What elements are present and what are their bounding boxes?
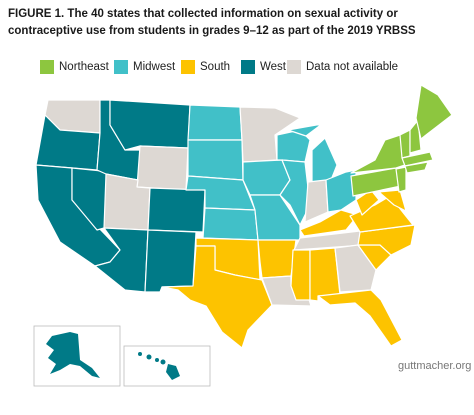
state: [136, 145, 189, 191]
state: [404, 161, 429, 174]
legend-swatch: [114, 60, 128, 74]
us-map: [35, 84, 453, 349]
hawaii: [138, 352, 180, 380]
state: [279, 159, 311, 226]
state: [287, 123, 323, 137]
state: [202, 207, 259, 241]
alaska: [46, 332, 100, 378]
legend-swatch: [241, 60, 255, 74]
title-line: contraceptive use from students in grade…: [8, 25, 416, 37]
legend-swatch: [287, 60, 301, 74]
state: [311, 137, 338, 183]
state: [378, 189, 407, 212]
state: [304, 179, 329, 223]
state: [350, 134, 406, 174]
title-line: FIGURE 1. The 40 states that collected i…: [8, 8, 398, 20]
alaska-frame: [33, 325, 121, 387]
legend-label: West: [260, 61, 287, 73]
state: [399, 129, 411, 159]
state: [147, 187, 206, 233]
legend-swatch: [40, 60, 54, 74]
legend: Northeast Midwest South West Data not av…: [40, 60, 398, 74]
state: [401, 151, 434, 167]
legend-label: Data not available: [306, 61, 398, 73]
legend-label: Midwest: [133, 61, 176, 73]
hawaii-frame: [123, 345, 211, 387]
state: [187, 139, 244, 181]
state: [317, 289, 403, 347]
state: [415, 84, 453, 140]
legend-label: South: [200, 61, 230, 73]
state: [290, 249, 311, 301]
legend-label: Northeast: [59, 61, 110, 73]
state: [187, 104, 243, 141]
state: [357, 224, 416, 256]
state: [109, 99, 191, 151]
state: [161, 245, 273, 349]
state: [349, 195, 414, 233]
state: [395, 166, 407, 193]
footer: guttmacher.org: [398, 360, 471, 372]
legend-swatch: [181, 60, 195, 74]
state: [239, 106, 301, 163]
state: [257, 239, 297, 279]
state: [144, 229, 197, 293]
inset-maps: [33, 325, 211, 387]
